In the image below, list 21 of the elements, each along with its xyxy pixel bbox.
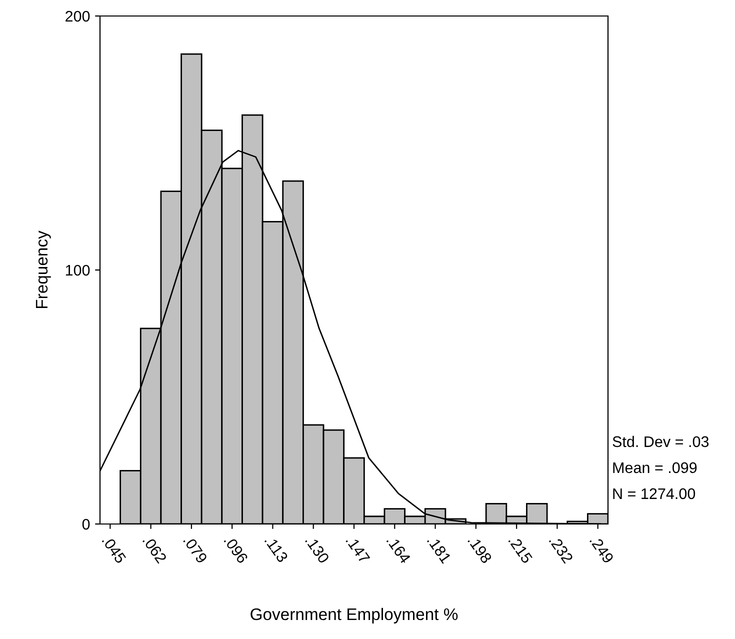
x-tick-label: .164 xyxy=(386,535,412,564)
text: N = 1274.00 xyxy=(613,488,696,500)
x-tick-label: .045 xyxy=(102,535,127,564)
x-tick-label: .096 xyxy=(224,535,248,564)
x-tick-label: .079 xyxy=(183,535,208,564)
x-tick-label: .198 xyxy=(468,535,492,564)
x-tick-label: .215 xyxy=(508,535,533,564)
x-tick-label: .130 xyxy=(304,535,330,564)
x-tick-label: .062 xyxy=(142,535,168,564)
x-tick-label: .147 xyxy=(346,535,370,564)
x-tick-label: .181 xyxy=(426,535,452,564)
text: Mean = .099 xyxy=(613,462,697,474)
x-axis-title: Government Employment % xyxy=(250,608,458,624)
x-tick-label: .113 xyxy=(264,535,288,564)
y-tick-label: 100 xyxy=(66,264,90,276)
text: Std. Dev = .03 xyxy=(612,436,709,448)
y-tick-label: 0 xyxy=(82,518,90,530)
y-axis-title: Frequency xyxy=(36,230,51,308)
x-tick-label: .232 xyxy=(548,535,574,564)
x-tick-label: .249 xyxy=(589,535,614,564)
y-tick-label: 200 xyxy=(66,10,90,22)
